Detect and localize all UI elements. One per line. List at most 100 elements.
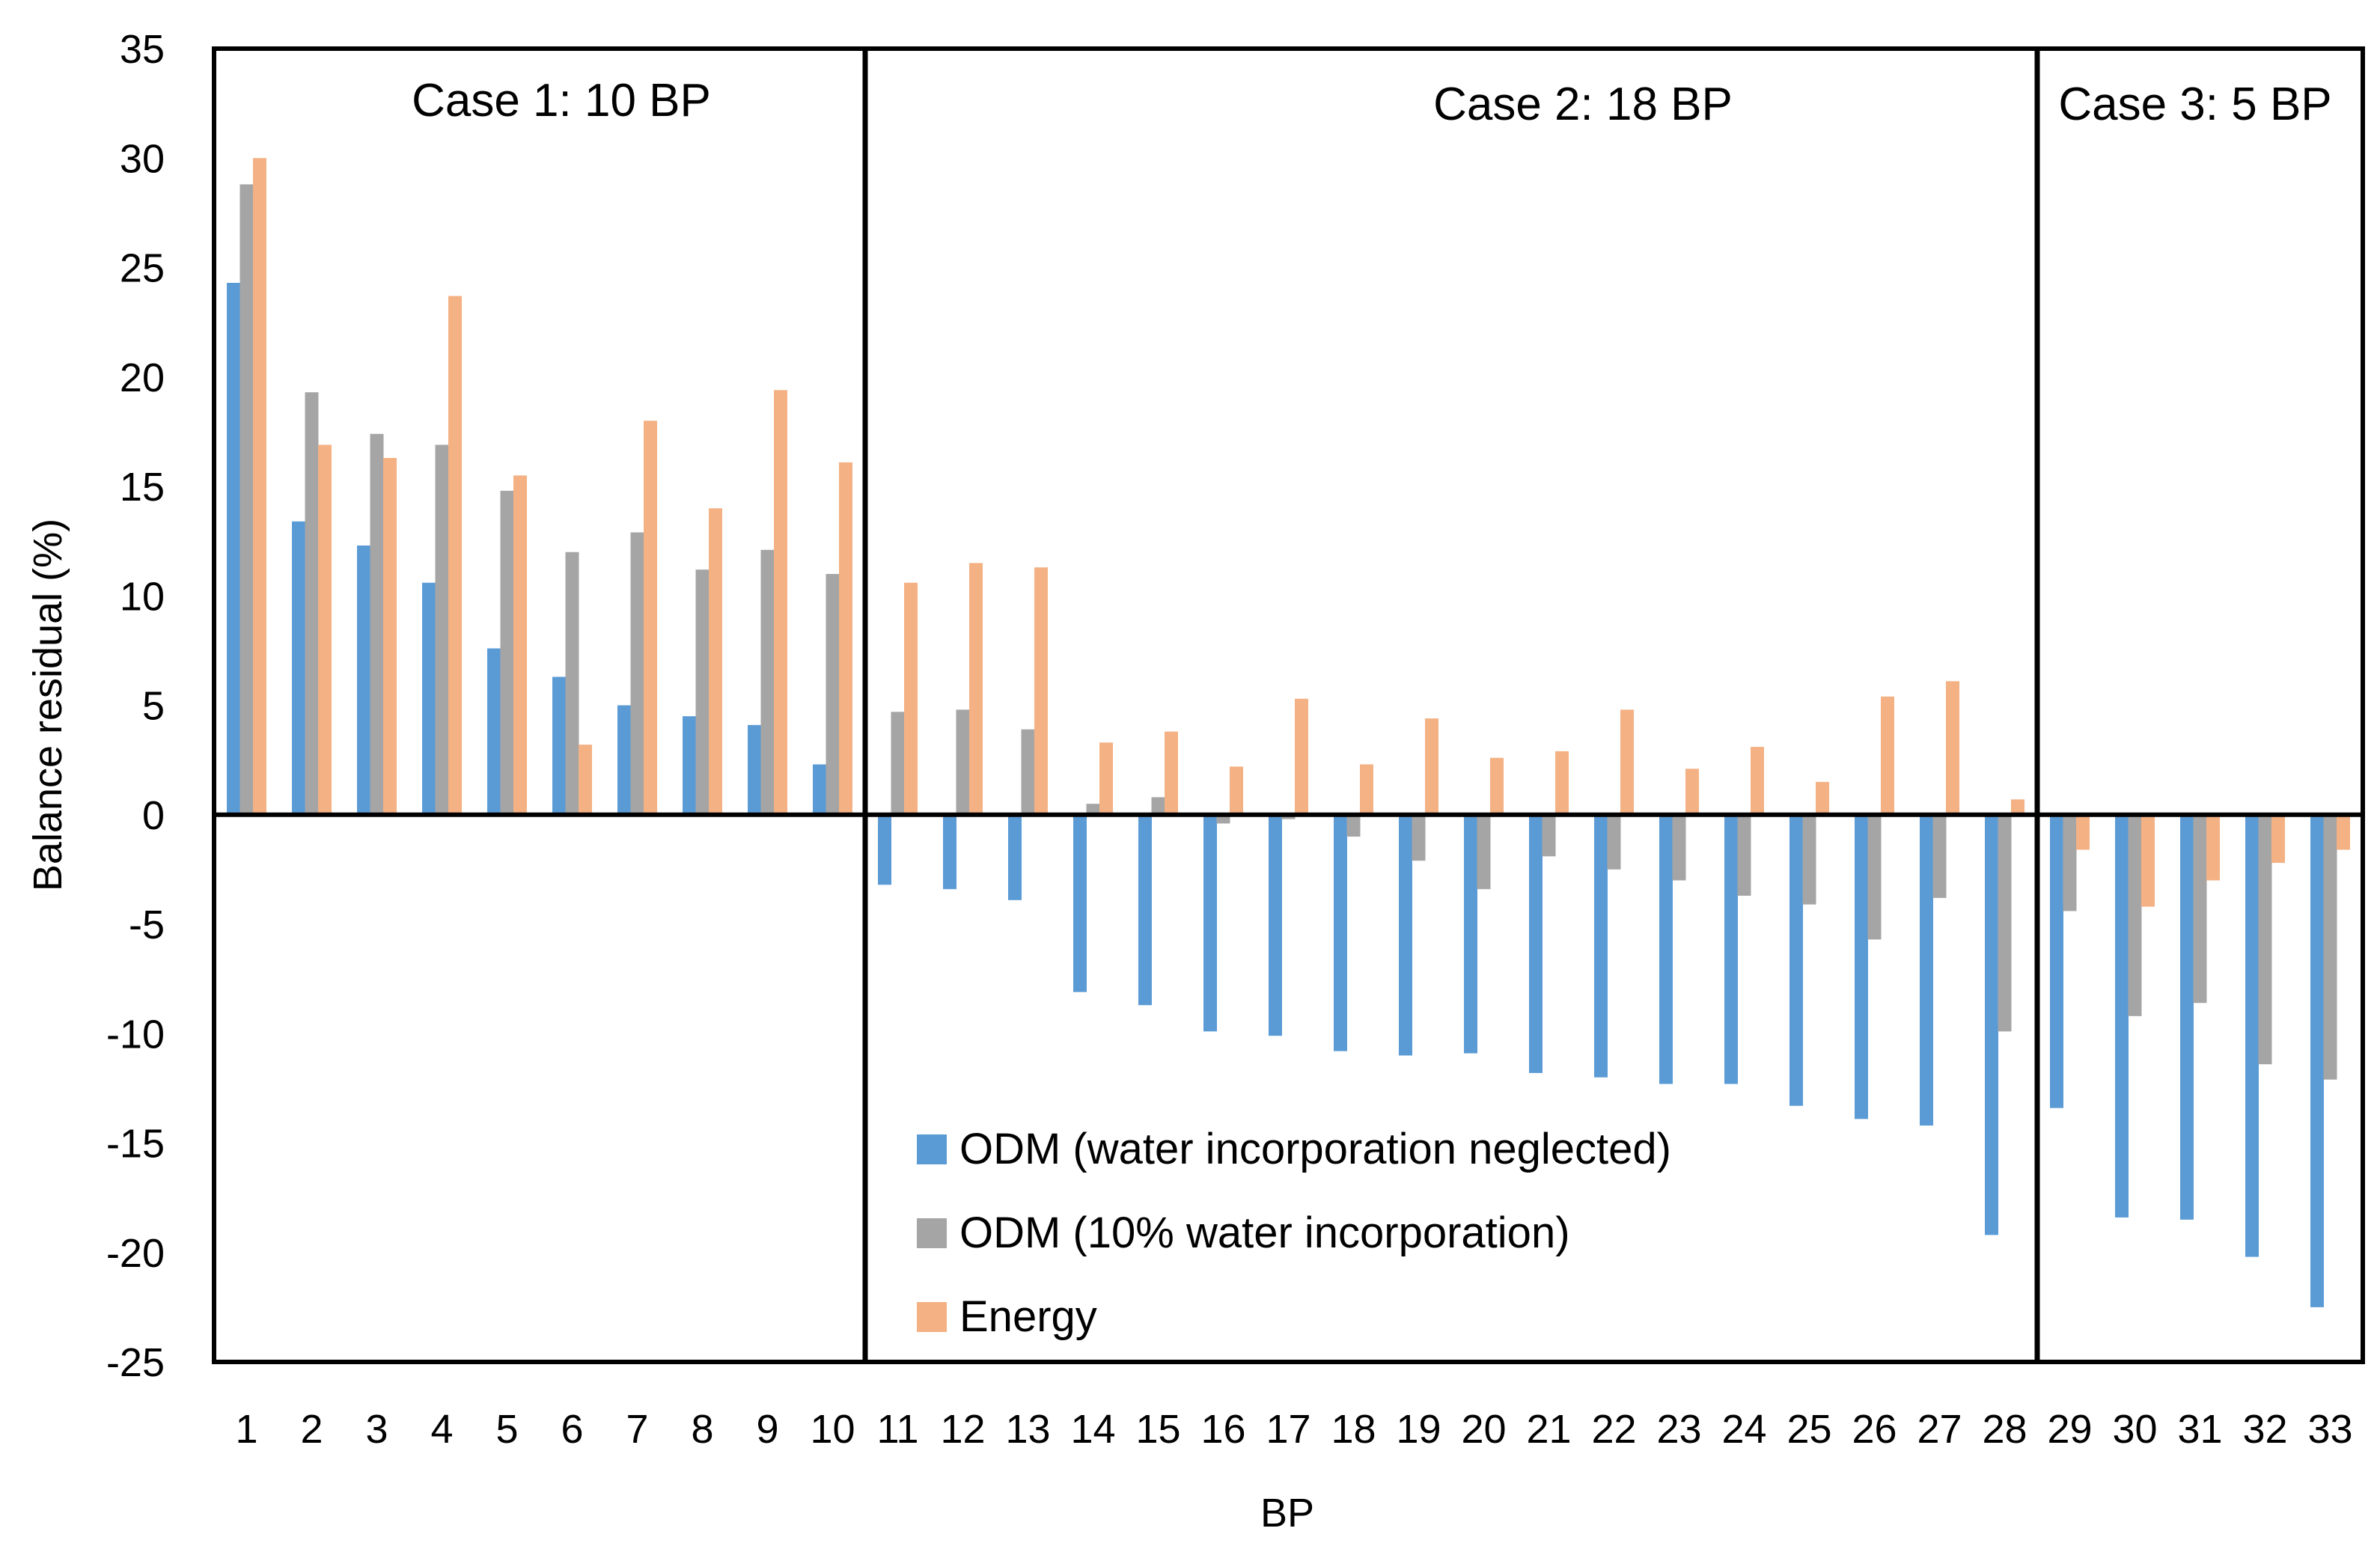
bar-s1-bp-5	[487, 648, 501, 815]
x-tick-label: 26	[1852, 1407, 1897, 1452]
bar-s3-bp-23	[1685, 769, 1699, 815]
bar-s2-bp-19	[1412, 814, 1426, 861]
legend-item-energy[interactable]: Energy	[917, 1292, 1097, 1341]
bar-s2-bp-20	[1477, 814, 1491, 890]
x-tick-label: 25	[1786, 1407, 1831, 1452]
x-tick-label: 6	[561, 1407, 583, 1452]
bar-s2-bp-33	[2323, 814, 2337, 1080]
bar-s3-bp-33	[2337, 814, 2350, 850]
y-tick-label: -15	[106, 1122, 165, 1167]
x-tick-label: 21	[1526, 1407, 1571, 1452]
bar-s1-bp-32	[2245, 814, 2259, 1257]
bar-s1-bp-31	[2180, 814, 2194, 1220]
x-tick-label: 16	[1200, 1407, 1245, 1452]
bar-s3-bp-15	[1165, 731, 1178, 815]
y-tick-label: 20	[120, 355, 165, 400]
bar-s3-bp-20	[1490, 757, 1504, 815]
x-tick-label: 20	[1461, 1407, 1506, 1452]
legend-label-odm-neglected: ODM (water incorporation neglected)	[959, 1125, 1671, 1173]
bar-s1-bp-17	[1269, 814, 1282, 1036]
bar-s1-bp-3	[357, 545, 370, 815]
bar-s3-bp-1	[253, 158, 266, 815]
x-tick-label: 8	[691, 1407, 713, 1452]
legend-label-odm-10-percent: ODM (10% water incorporation)	[959, 1209, 1570, 1257]
bar-s2-bp-28	[1998, 814, 2012, 1032]
x-tick-label: 29	[2047, 1407, 2092, 1452]
axes-layer	[212, 46, 2365, 1364]
bar-s3-bp-11	[904, 582, 918, 815]
bar-s3-bp-9	[774, 390, 787, 815]
x-tick-label: 27	[1917, 1407, 1962, 1452]
x-tick-label: 12	[940, 1407, 985, 1452]
bar-s3-bp-16	[1230, 766, 1243, 815]
x-tick-label: 10	[810, 1407, 855, 1452]
x-tick-label: 11	[876, 1407, 918, 1452]
bar-s3-bp-28	[2011, 799, 2024, 815]
bar-s3-bp-4	[448, 296, 462, 815]
bar-s1-bp-11	[878, 814, 891, 885]
bar-s3-bp-31	[2206, 814, 2220, 881]
x-tick-label: 22	[1591, 1407, 1636, 1452]
legend-item-odm-10-percent[interactable]: ODM (10% water incorporation)	[917, 1209, 1570, 1257]
y-tick-label: -20	[106, 1231, 165, 1276]
bar-s3-bp-24	[1751, 747, 1764, 815]
bar-s1-bp-30	[2115, 814, 2129, 1218]
bar-s1-bp-29	[2050, 814, 2063, 1108]
bar-s2-bp-7	[630, 532, 644, 815]
y-tick-label: 10	[120, 574, 165, 619]
bar-s1-bp-9	[748, 724, 761, 815]
bar-s2-bp-27	[1932, 814, 1947, 898]
bar-s3-bp-8	[709, 508, 722, 815]
case-1-label: Case 1: 10 BP	[412, 75, 711, 126]
x-tick-label: 31	[2177, 1407, 2222, 1452]
bar-s2-bp-30	[2128, 814, 2142, 1016]
x-tick-label: 18	[1331, 1407, 1376, 1452]
bar-s1-bp-25	[1789, 814, 1803, 1106]
legend-item-odm-neglected[interactable]: ODM (water incorporation neglected)	[917, 1125, 1671, 1173]
bar-s2-bp-25	[1802, 814, 1816, 905]
bar-s1-bp-1	[227, 282, 240, 815]
x-tick-label: 19	[1396, 1407, 1441, 1452]
bar-s2-bp-22	[1607, 814, 1621, 870]
bar-s2-bp-23	[1672, 814, 1686, 881]
bar-s2-bp-18	[1346, 814, 1361, 837]
y-tick-label: 30	[120, 136, 165, 181]
bar-s3-bp-5	[513, 475, 527, 815]
x-tick-label: 24	[1721, 1407, 1766, 1452]
bar-s2-bp-6	[565, 552, 579, 815]
legend-swatch-odm-10-percent	[917, 1218, 947, 1248]
bar-s3-bp-13	[1034, 567, 1048, 815]
x-tick-label: 2	[300, 1407, 323, 1452]
bar-s3-bp-3	[383, 457, 397, 815]
x-tick-label: 4	[430, 1407, 453, 1452]
x-tick-label: 13	[1005, 1407, 1050, 1452]
y-tick-label: 15	[120, 465, 165, 510]
bar-s3-bp-25	[1816, 781, 1829, 815]
bar-s1-bp-26	[1855, 814, 1868, 1119]
case-3-label: Case 3: 5 BP	[2058, 79, 2331, 130]
x-tick-label: 33	[2307, 1407, 2352, 1452]
legend-label-energy: Energy	[959, 1292, 1097, 1341]
bar-s1-bp-27	[1920, 814, 1933, 1126]
bar-s2-bp-13	[1021, 729, 1035, 815]
x-tick-label: 9	[756, 1407, 778, 1452]
x-tick-label: 15	[1135, 1407, 1180, 1452]
bar-s3-bp-12	[969, 563, 983, 815]
bar-s3-bp-29	[2076, 814, 2090, 850]
bar-s2-bp-32	[2258, 814, 2272, 1065]
y-tick-label: 0	[142, 793, 165, 838]
bar-s3-bp-26	[1881, 696, 1894, 815]
x-tick-label: 3	[365, 1407, 388, 1452]
y-tick-label: 5	[142, 684, 165, 729]
bar-s2-bp-11	[891, 712, 905, 815]
bar-s3-bp-14	[1099, 742, 1113, 815]
x-tick-label: 28	[1982, 1407, 2027, 1452]
bar-s1-bp-6	[552, 676, 566, 815]
bar-s3-bp-27	[1946, 681, 1959, 815]
bar-s3-bp-30	[2141, 814, 2155, 907]
bar-s1-bp-7	[617, 705, 631, 815]
bar-s2-bp-29	[2063, 814, 2077, 911]
bar-s1-bp-4	[422, 582, 436, 815]
